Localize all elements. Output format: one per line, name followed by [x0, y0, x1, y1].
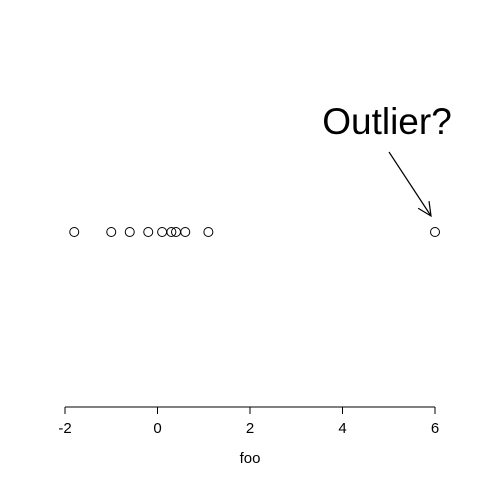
x-tick-label: 0: [153, 420, 161, 437]
x-tick-label: -2: [58, 420, 71, 437]
data-point: [124, 227, 135, 237]
x-axis: -2 0 2 4 6 foo: [58, 406, 439, 467]
annotation-text: Outlier?: [322, 101, 452, 142]
data-point: [430, 227, 440, 237]
x-axis-ticks: -2 0 2 4 6: [58, 407, 439, 437]
points-layer: [69, 227, 440, 237]
data-point: [166, 227, 177, 237]
x-tick-label: 4: [338, 420, 346, 437]
data-point: [180, 227, 191, 237]
x-axis-title: foo: [240, 450, 261, 467]
x-tick-label: 6: [431, 420, 439, 437]
data-point: [106, 227, 117, 237]
data-point: [157, 227, 168, 237]
data-point: [69, 227, 80, 237]
data-point: [143, 227, 154, 237]
annotation-arrow-head: [417, 201, 432, 218]
annotation: Outlier?: [322, 101, 452, 218]
data-point: [203, 227, 214, 237]
annotation-arrow-shaft: [388, 151, 432, 217]
x-tick-label: 2: [246, 420, 254, 437]
